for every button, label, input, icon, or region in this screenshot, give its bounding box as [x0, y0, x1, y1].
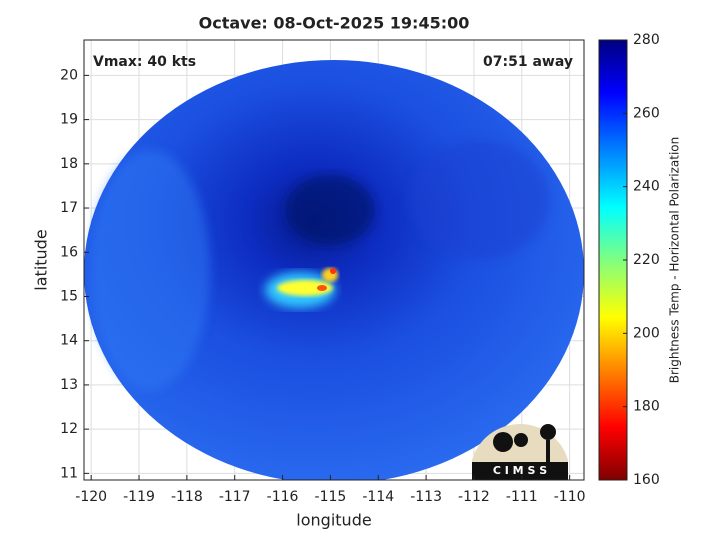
x-tick-label: -120 — [75, 489, 107, 505]
y-tick-label: 13 — [60, 377, 78, 393]
x-tick-label: -110 — [554, 489, 586, 505]
y-tick-label: 11 — [60, 465, 78, 481]
colorbar-tick-label: 160 — [633, 472, 660, 488]
x-tick-label: -114 — [362, 489, 394, 505]
x-tick-label: -116 — [267, 489, 299, 505]
y-tick-label: 17 — [60, 200, 78, 216]
annotation: 07:51 away — [483, 54, 573, 70]
colorbar-tick-label: 240 — [633, 179, 660, 195]
x-tick-label: -112 — [458, 489, 490, 505]
colorbar-tick-label: 280 — [633, 32, 660, 48]
x-tick-label: -111 — [506, 489, 538, 505]
y-tick-label: 14 — [60, 333, 78, 349]
colorbar-tick-label: 200 — [633, 325, 660, 341]
y-tick-label: 19 — [60, 112, 78, 128]
logo-text: C I M S S — [493, 464, 547, 477]
colorbar-label: Brightness Temp - Horizontal Polarizatio… — [668, 137, 682, 384]
x-tick-label: -113 — [410, 489, 442, 505]
y-tick-label: 18 — [60, 156, 78, 172]
x-axis-label: longitude — [296, 511, 371, 530]
chart-title: Octave: 08-Oct-2025 19:45:00 — [199, 14, 470, 33]
logo: C I M S S — [472, 423, 568, 480]
satellite-image — [84, 60, 584, 480]
y-tick-label: 12 — [60, 421, 78, 437]
x-tick-label: -119 — [123, 489, 155, 505]
x-tick-label: -118 — [171, 489, 203, 505]
y-tick-label: 16 — [60, 244, 78, 260]
plot-frame — [83, 39, 585, 481]
annotation: Vmax: 40 kts — [93, 54, 196, 70]
y-tick-label: 15 — [60, 288, 78, 304]
colorbar-tick-label: 220 — [633, 252, 660, 268]
x-tick-label: -115 — [315, 489, 347, 505]
x-tick-label: -117 — [219, 489, 251, 505]
y-tick-label: 20 — [60, 67, 78, 83]
y-axis-label: latitude — [32, 229, 51, 290]
colorbar — [598, 39, 628, 481]
colorbar-tick-label: 260 — [633, 105, 660, 121]
colorbar-tick-label: 180 — [633, 399, 660, 415]
